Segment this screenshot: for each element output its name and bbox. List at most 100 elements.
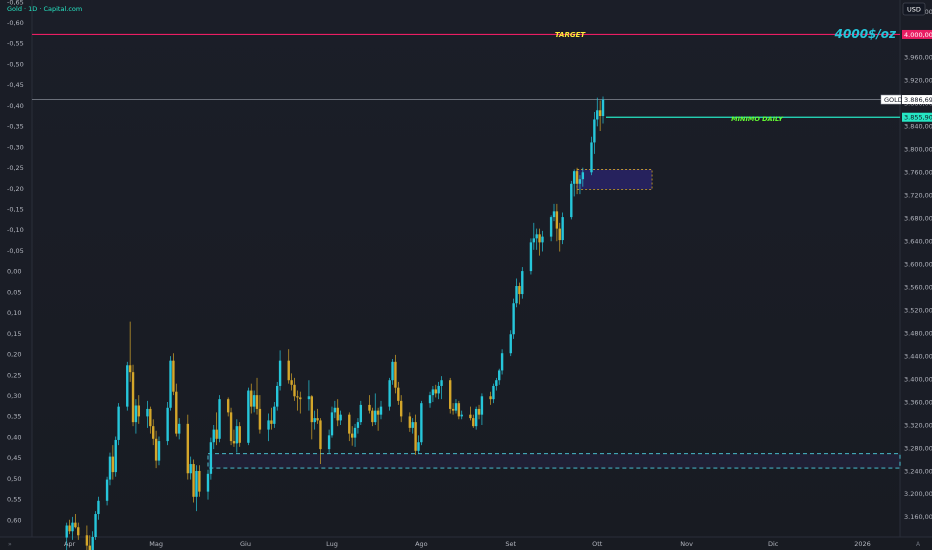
- candle-body: [97, 500, 100, 515]
- candle: [287, 349, 290, 384]
- candle-body: [596, 110, 599, 120]
- candle-body: [114, 439, 117, 473]
- right-axis-tick-label: 3.920,00: [904, 77, 932, 85]
- candle: [572, 169, 576, 197]
- right-axis-tick-label: 3.600,00: [904, 260, 932, 268]
- currency-button[interactable]: USD: [902, 2, 926, 16]
- candle-body: [252, 395, 256, 407]
- candle: [532, 222, 536, 250]
- candle: [258, 395, 262, 434]
- left-axis-tick-label: -0,60: [7, 19, 24, 27]
- left-axis: -0,65 -0,60 -0,55 -0,50 -0,45 -0,40 -0,35 -0,30…: [7, 0, 24, 524]
- right-axis-tick-label: 3.520,00: [904, 306, 932, 314]
- candle-body: [578, 179, 582, 184]
- right-axis-tick-label: 3.800,00: [904, 146, 932, 154]
- candle-body: [474, 408, 478, 427]
- candle: [394, 354, 397, 394]
- candle: [166, 402, 169, 446]
- candle-body: [296, 396, 299, 398]
- left-axis-tick-label: 0,55: [7, 496, 21, 504]
- candle-body: [85, 535, 89, 546]
- candle: [474, 406, 478, 430]
- candle-body: [434, 389, 437, 394]
- candle-body: [472, 418, 475, 427]
- right-axis-panel: [900, 0, 932, 537]
- candle: [374, 393, 377, 426]
- candle-body: [339, 414, 342, 421]
- candle-body: [356, 422, 360, 428]
- candle: [250, 383, 253, 414]
- candle: [105, 476, 109, 506]
- gold-tag-bg: [880, 94, 902, 105]
- candle: [276, 381, 279, 411]
- candle: [157, 436, 161, 466]
- candle: [480, 393, 484, 426]
- candle: [379, 400, 383, 420]
- candle: [457, 400, 461, 420]
- candle: [437, 381, 440, 400]
- demand-zone-box[interactable]: [576, 169, 653, 190]
- candle: [131, 364, 135, 427]
- goto-date-button[interactable]: »: [8, 541, 12, 548]
- support-zone-box[interactable]: [207, 453, 901, 469]
- currency-button-label[interactable]: USD: [907, 6, 921, 14]
- candle: [509, 330, 512, 357]
- candle-body: [293, 384, 296, 397]
- candle: [270, 407, 273, 430]
- candle: [307, 380, 311, 411]
- candlestick-series: [65, 96, 605, 550]
- candle: [388, 377, 391, 411]
- candle-body: [218, 399, 221, 439]
- candle-body: [128, 365, 132, 373]
- candle: [330, 406, 334, 438]
- candle: [596, 97, 599, 127]
- axis-settings-button[interactable]: A: [916, 541, 921, 548]
- left-axis-tick-label: 0,35: [7, 413, 21, 421]
- candle: [215, 412, 218, 446]
- candle: [192, 459, 195, 503]
- candle-body: [65, 525, 68, 538]
- symbol-header[interactable]: Gold · 1D · Capital.com: [7, 5, 82, 13]
- right-axis-tick-label: 3.280,00: [904, 444, 932, 452]
- candle-body: [601, 99, 605, 117]
- left-axis-tick-label: -0,30: [7, 143, 24, 151]
- candle-body: [379, 406, 383, 415]
- candle: [575, 167, 579, 195]
- candle-body: [91, 537, 94, 550]
- candle-body: [276, 385, 279, 407]
- candle-body: [229, 412, 233, 442]
- right-axis-tick-label: 3.680,00: [904, 215, 932, 223]
- candle: [91, 531, 94, 550]
- candle-body: [111, 456, 115, 473]
- candle-body: [555, 211, 559, 229]
- candle-body: [399, 400, 403, 417]
- candle: [186, 414, 190, 480]
- minimo-price-badge: 3.855,90: [902, 112, 932, 122]
- candle: [97, 496, 100, 520]
- candle-body: [437, 385, 440, 394]
- candle: [247, 387, 250, 446]
- candle-body: [105, 479, 109, 501]
- candle: [108, 452, 112, 486]
- candle-body: [454, 403, 458, 411]
- candle-body: [495, 380, 498, 386]
- candle: [68, 519, 71, 535]
- candle: [149, 406, 152, 434]
- time-axis-label: Ago: [415, 540, 428, 548]
- candle-body: [521, 271, 524, 295]
- minimo-badge-bg: [902, 112, 932, 122]
- candle: [515, 278, 518, 308]
- currency-button-bg[interactable]: [902, 2, 926, 16]
- right-axis-tick-label: 3.360,00: [904, 398, 932, 406]
- candle: [316, 408, 319, 424]
- candle: [561, 212, 564, 245]
- candle: [278, 350, 282, 391]
- candle: [558, 222, 561, 252]
- candle: [290, 373, 293, 391]
- candle: [267, 413, 270, 442]
- candle-body: [417, 442, 420, 451]
- candle-body: [374, 410, 377, 423]
- candle: [85, 525, 89, 550]
